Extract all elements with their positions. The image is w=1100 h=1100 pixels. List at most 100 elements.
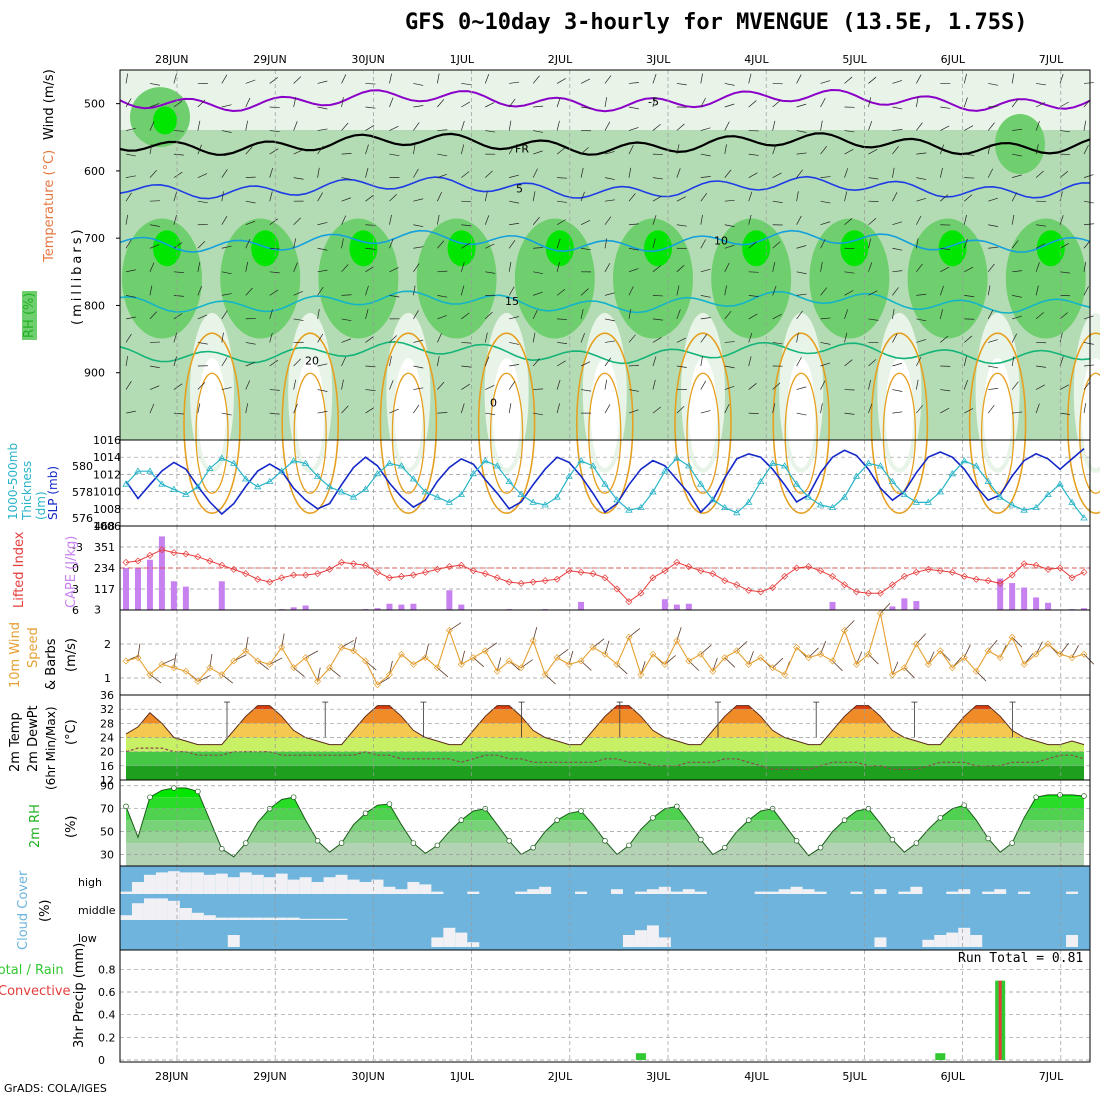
- cloud-clear-middle: [263, 917, 276, 920]
- wind-barb: [796, 169, 803, 178]
- wind-barb: [221, 357, 228, 367]
- wind-barb: [125, 333, 132, 343]
- wind-barb: [173, 383, 183, 390]
- wind-barb: [556, 360, 566, 367]
- wind-units-label: (m/s): [64, 638, 79, 672]
- wind-barb: [940, 389, 951, 392]
- wind-speed-marker: [338, 643, 346, 651]
- wind-barb: [413, 404, 420, 414]
- wind-barb: [844, 359, 853, 367]
- wind-barb: [509, 174, 519, 178]
- cloud-clear-low: [467, 942, 480, 947]
- wind-speed-marker: [649, 650, 657, 658]
- wind-barb: [221, 191, 224, 202]
- thickness-marker: [828, 503, 837, 510]
- wind-barb: [365, 389, 376, 391]
- wind-barb: [940, 266, 950, 273]
- wind-barb: [149, 103, 160, 108]
- wind-barb: [365, 144, 369, 155]
- rh-dry-core: [198, 358, 226, 469]
- wind-speed-marker: [541, 671, 549, 679]
- wind-barb: [508, 145, 515, 155]
- wind-barb: [269, 130, 280, 133]
- wind-barb: [269, 77, 278, 84]
- wind-barb: [963, 73, 967, 84]
- rh-band: [126, 788, 1084, 798]
- thickness-marker: [361, 485, 370, 492]
- cloud-clear-middle: [227, 917, 240, 920]
- wind-barb: [197, 120, 201, 131]
- wind-barb: [628, 223, 639, 226]
- rh-tick: 70: [100, 803, 114, 816]
- wind-barb: [724, 144, 727, 155]
- wind-speed-marker: [781, 671, 789, 679]
- wind-barb: [149, 311, 158, 320]
- cape-tick: 3: [94, 603, 101, 616]
- wind-barb: [963, 238, 968, 249]
- wind-barb: [1012, 174, 1022, 178]
- wind-barb: [604, 199, 615, 202]
- rh-tick: 90: [100, 780, 114, 793]
- cape-bar: [290, 607, 297, 610]
- thickness-tick: 578: [72, 486, 93, 499]
- top-date-label: 4JUL: [744, 53, 769, 66]
- rh-marker: [219, 846, 225, 852]
- wind-barb: [940, 194, 949, 202]
- wind-barb: [916, 197, 927, 202]
- warm-contour: [1079, 372, 1100, 494]
- wind-barb: [365, 83, 376, 85]
- precip-tick: 0.6: [98, 986, 116, 999]
- wind-barb: [676, 123, 685, 131]
- wind-barb: [317, 106, 328, 110]
- wind-barb: [652, 177, 663, 180]
- cloud-clear-high: [467, 891, 480, 894]
- warm-contour: [1067, 332, 1100, 514]
- wind-barb: [557, 177, 568, 179]
- wind-barb: [892, 167, 895, 178]
- wind-barb: [700, 268, 711, 273]
- wind-barb: [197, 314, 208, 320]
- thickness-tick: 576: [72, 512, 93, 525]
- wind-barb: [125, 128, 136, 131]
- wind-barb: [604, 357, 612, 367]
- wind-barb: [916, 215, 922, 225]
- wind-speed-marker: [146, 671, 154, 679]
- thickness-axis-label: 1000-500mb: [6, 442, 20, 520]
- wind-barb: [389, 380, 394, 390]
- wind-barb: [676, 224, 687, 227]
- cloud-clear-high: [311, 882, 324, 894]
- wind-axis-label: Wind (m/s): [42, 69, 57, 140]
- wind-barb: [796, 293, 807, 296]
- wind-barb: [293, 358, 301, 367]
- thickness-name-label: Thickness: [20, 460, 34, 520]
- thickness-marker: [996, 493, 1004, 500]
- wind-barb: [173, 100, 183, 108]
- wind-speed-marker: [841, 626, 848, 634]
- cape-bar: [398, 604, 405, 610]
- li-marker: [852, 588, 860, 596]
- wind-barb: [341, 97, 344, 108]
- wind-barb: [389, 194, 397, 202]
- warm-contour: [588, 372, 622, 494]
- precip-axis-label: 3hr Precip (mm): [72, 942, 87, 1048]
- wind-barb: [365, 285, 369, 296]
- wind-barb: [1035, 170, 1044, 178]
- wind-barb: [484, 191, 488, 202]
- wind-barb: [1083, 99, 1091, 108]
- wind-speed-marker: [589, 643, 597, 651]
- wind-speed-marker: [1080, 650, 1088, 658]
- wind-barb: [125, 356, 129, 367]
- warm-contour: [870, 332, 929, 514]
- wind-speed-marker: [122, 657, 130, 665]
- wind-barb: [413, 246, 424, 249]
- li-marker: [601, 574, 609, 582]
- wind-speed-marker: [170, 664, 178, 672]
- rh-marker: [817, 844, 824, 851]
- wind-barb: [413, 387, 424, 390]
- wind-speed-marker: [697, 650, 705, 658]
- wind-barb: [939, 309, 943, 319]
- cloud-clear-middle: [179, 908, 192, 920]
- cloud-clear-high: [167, 871, 180, 894]
- rh-blob: [809, 218, 890, 339]
- cloud-clear-high: [335, 874, 348, 894]
